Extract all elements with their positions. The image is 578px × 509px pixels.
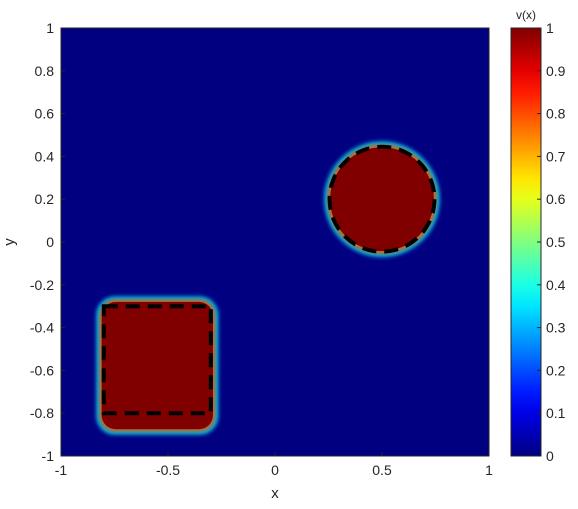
colorbar-label: v(x)	[516, 8, 536, 22]
y-tick-label: -1	[42, 448, 55, 464]
colorbar-tick-label: 0.1	[546, 405, 566, 421]
x-axis-ticks: -1 -0.5 0 0.5 1	[55, 452, 493, 478]
region-rounded-rectangle	[96, 296, 218, 435]
y-tick-label: -0.6	[30, 362, 54, 378]
outline-rectangle	[101, 304, 213, 416]
colorbar-ticks: 0 0.1 0.2 0.3 0.4 0.5 0.6 0.7 0.8 0.9 1	[537, 20, 566, 464]
colorbar-tick-label: 0	[546, 448, 554, 464]
colorbar-tick-label: 0.7	[546, 148, 566, 164]
x-tick-label: -0.5	[156, 462, 180, 478]
x-tick-label: 0.5	[372, 462, 392, 478]
y-tick-label: 0.4	[35, 148, 55, 164]
y-axis-ticks: -1 -0.8 -0.6 -0.4 -0.2 0 0.2 0.4 0.6 0.8 1	[30, 20, 490, 464]
reference-outlines	[101, 144, 437, 416]
colorbar-tick-label: 0.3	[546, 320, 566, 336]
y-tick-label: 0	[46, 234, 54, 250]
colorbar-tick-label: 0.9	[546, 63, 566, 79]
x-tick-label: 1	[485, 462, 493, 478]
plot-frame	[60, 27, 490, 457]
y-tick-label: 1	[46, 20, 54, 36]
colorbar-tick-label: 0.8	[546, 106, 566, 122]
colorbar-tick-label: 0.6	[546, 191, 566, 207]
region-circle	[324, 141, 440, 257]
x-axis-label: x	[271, 485, 279, 502]
y-tick-label: -0.4	[30, 320, 54, 336]
colorbar-tick-label: 0.4	[546, 277, 566, 293]
y-tick-label: 0.8	[35, 63, 55, 79]
colorbar-tick-label: 0.5	[546, 234, 566, 250]
y-axis-label: y	[1, 238, 18, 246]
x-tick-label: -1	[55, 462, 68, 478]
colorbar-tick-label: 1	[546, 20, 554, 36]
field-regions	[96, 141, 440, 435]
y-tick-label: -0.8	[30, 405, 54, 421]
x-tick-label: 0	[271, 462, 279, 478]
y-tick-label: 0.2	[35, 191, 55, 207]
y-tick-label: -0.2	[30, 277, 54, 293]
y-tick-label: 0.6	[35, 106, 55, 122]
outline-circle	[327, 144, 437, 254]
colorbar	[510, 27, 542, 457]
colorbar-tick-label: 0.2	[546, 362, 566, 378]
